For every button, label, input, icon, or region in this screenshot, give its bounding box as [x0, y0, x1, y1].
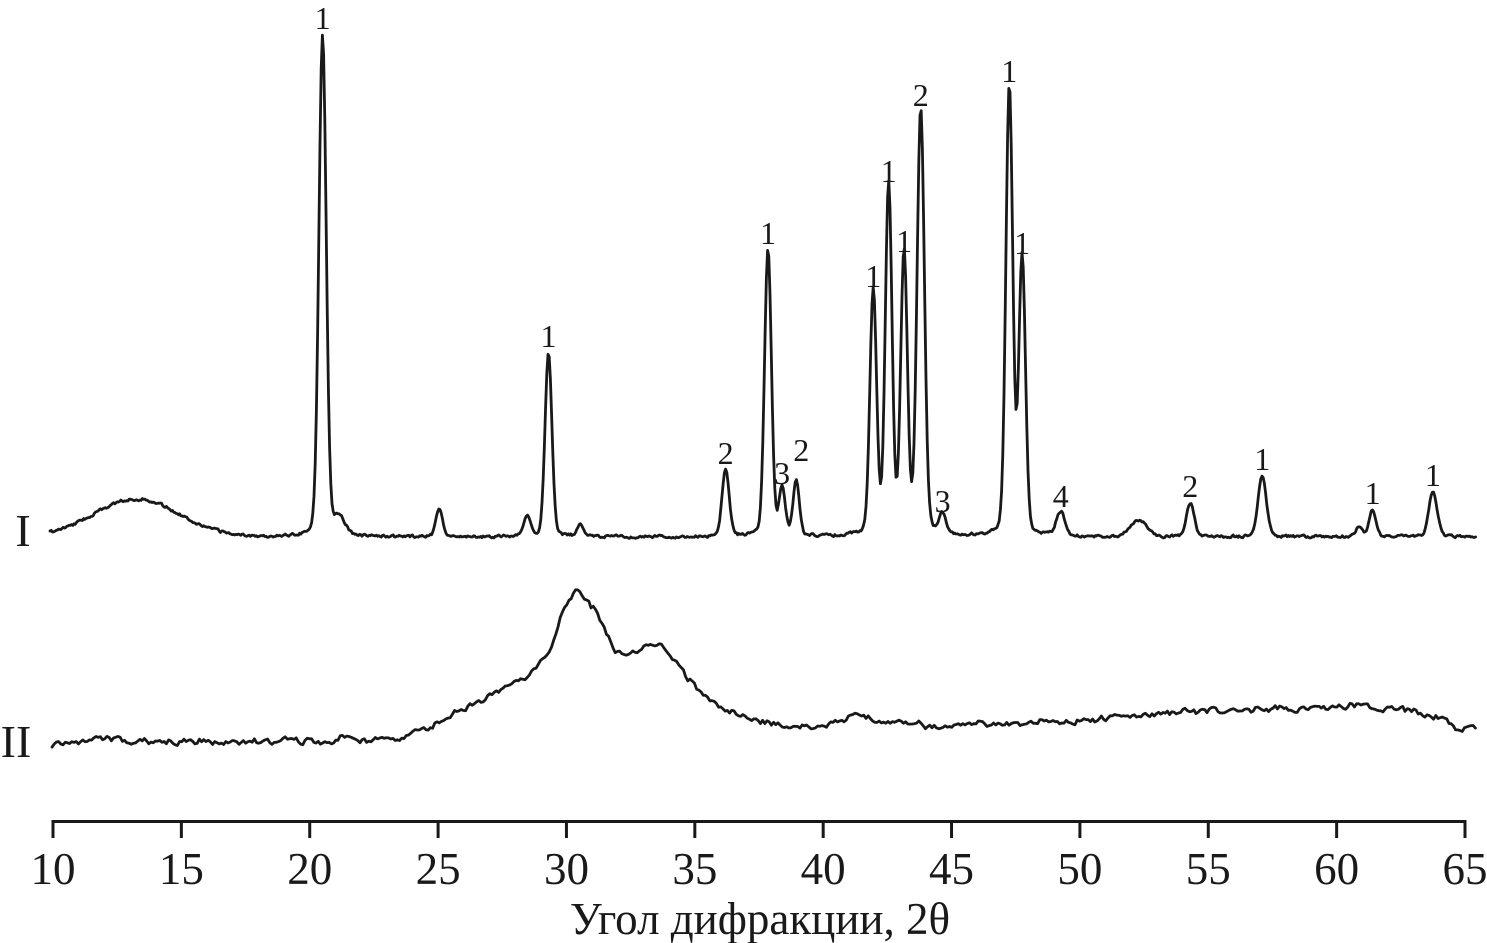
peak-label: 1 — [1425, 457, 1441, 493]
x-axis-tick-label: 30 — [544, 844, 589, 894]
peak-label: 1 — [865, 258, 881, 294]
x-axis-tick-label: 15 — [159, 844, 204, 894]
peak-label: 1 — [1014, 225, 1030, 261]
peak-label: 1 — [1001, 53, 1017, 89]
x-axis-tick-label: 65 — [1442, 844, 1487, 894]
x-axis-title: Угол дифракции, 2θ — [570, 894, 950, 943]
peak-label: 1 — [1365, 475, 1381, 511]
peak-label: 4 — [1053, 478, 1069, 514]
peak-label: 1 — [760, 215, 776, 251]
x-axis-tick-label: 40 — [801, 844, 846, 894]
x-axis-tick-label: 50 — [1057, 844, 1102, 894]
curve-II — [50, 588, 1477, 749]
x-axis-tick-label: 20 — [287, 844, 332, 894]
curve-label-top: I — [15, 505, 30, 556]
x-axis-tick-label: 25 — [416, 844, 461, 894]
x-axis-tick-label: 10 — [31, 844, 76, 894]
x-axis-tick-label: 55 — [1186, 844, 1231, 894]
curve-I — [48, 33, 1477, 540]
peak-label: 1 — [896, 223, 912, 259]
peak-label: 2 — [718, 435, 734, 471]
peak-label: 3 — [774, 455, 790, 491]
peak-label: 1 — [541, 318, 557, 354]
peak-label: 3 — [935, 483, 951, 519]
x-axis-tick-label: 35 — [672, 844, 717, 894]
curve-label-bottom: II — [1, 716, 32, 767]
peak-label: 2 — [913, 77, 929, 113]
peak-label: 2 — [1182, 468, 1198, 504]
curves-group — [48, 33, 1477, 749]
peak-label: 2 — [793, 432, 809, 468]
peak-label: 1 — [881, 153, 897, 189]
peak-label: 1 — [315, 0, 331, 36]
x-axis: 10 15 20 25 30 35 40 45 50 55 60 65 — [31, 820, 1487, 894]
x-axis-tick-label: 45 — [929, 844, 974, 894]
x-axis-tick-label: 60 — [1314, 844, 1359, 894]
peak-label: 1 — [1254, 441, 1270, 477]
